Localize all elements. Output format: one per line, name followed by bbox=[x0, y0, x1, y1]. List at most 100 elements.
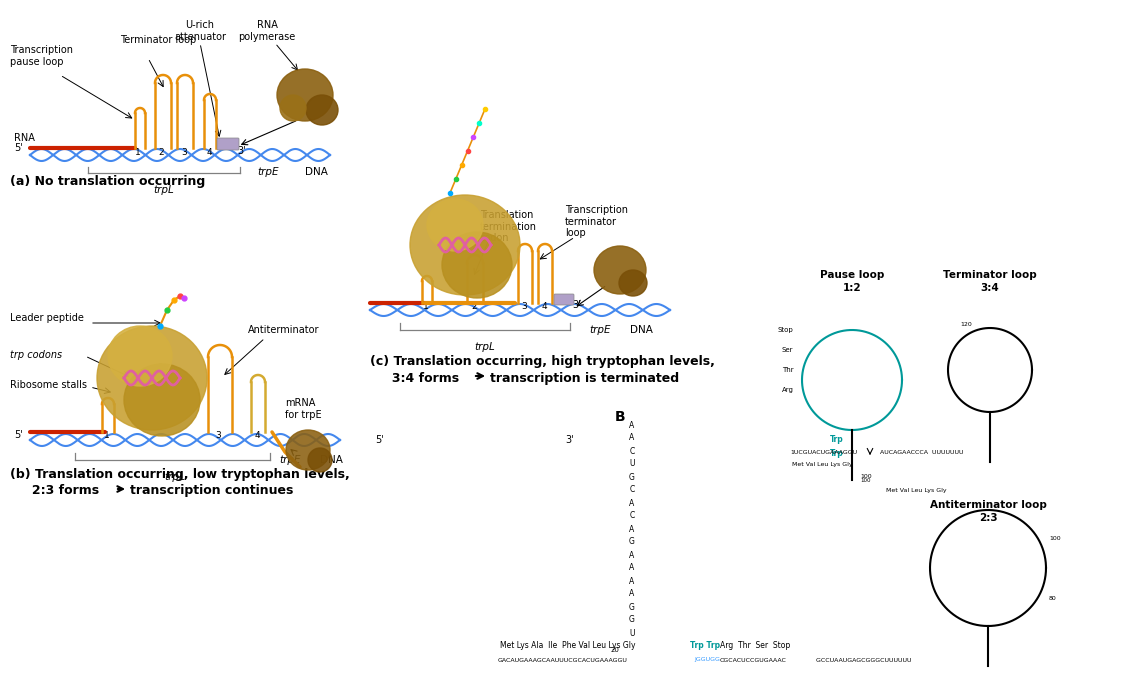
Text: DNA: DNA bbox=[320, 455, 343, 465]
Text: 3:4: 3:4 bbox=[980, 283, 1000, 293]
Text: Thr: Thr bbox=[782, 367, 793, 373]
Ellipse shape bbox=[442, 232, 512, 298]
Text: 80: 80 bbox=[1049, 595, 1057, 601]
Text: Terminator loop: Terminator loop bbox=[120, 35, 196, 45]
Text: U: U bbox=[629, 460, 635, 469]
Text: 1UCGUACUGAAAGGU: 1UCGUACUGAAAGGU bbox=[790, 450, 857, 455]
Ellipse shape bbox=[306, 95, 337, 125]
Text: Arg  Thr  Ser  Stop: Arg Thr Ser Stop bbox=[720, 641, 790, 650]
Text: A: A bbox=[629, 420, 635, 430]
Text: 2: 2 bbox=[471, 302, 477, 311]
Text: DNA: DNA bbox=[630, 325, 653, 335]
Text: Antiterminator: Antiterminator bbox=[249, 325, 319, 335]
Text: DNA: DNA bbox=[306, 167, 328, 177]
Text: Pause loop: Pause loop bbox=[820, 270, 885, 280]
Text: A: A bbox=[629, 590, 635, 599]
Text: Terminator loop: Terminator loop bbox=[943, 270, 1037, 280]
Text: trpE: trpE bbox=[589, 325, 611, 335]
Ellipse shape bbox=[428, 199, 483, 251]
Ellipse shape bbox=[410, 195, 520, 295]
Text: 1: 1 bbox=[423, 302, 429, 311]
Text: Met Val Leu Lys Gly: Met Val Leu Lys Gly bbox=[792, 462, 853, 467]
Text: Met Lys Ala  Ile  Phe Val Leu Lys Gly: Met Lys Ala Ile Phe Val Leu Lys Gly bbox=[500, 641, 635, 650]
Text: 2:3: 2:3 bbox=[978, 513, 998, 523]
Text: 4: 4 bbox=[254, 431, 260, 440]
Text: 3:4 forms: 3:4 forms bbox=[370, 372, 459, 385]
Text: trpE: trpE bbox=[258, 167, 279, 177]
Text: Met Val Leu Lys Gly: Met Val Leu Lys Gly bbox=[886, 488, 946, 493]
Text: 4: 4 bbox=[542, 302, 547, 311]
Text: RNA: RNA bbox=[14, 133, 35, 143]
Text: trpL: trpL bbox=[154, 185, 174, 195]
Text: CGCACUCCGUGAAAC: CGCACUCCGUGAAAC bbox=[720, 657, 787, 663]
Text: A: A bbox=[629, 577, 635, 586]
Text: 120: 120 bbox=[960, 323, 971, 328]
Text: 20: 20 bbox=[611, 647, 619, 653]
Text: A: A bbox=[629, 524, 635, 533]
Text: C: C bbox=[629, 486, 635, 494]
Ellipse shape bbox=[619, 270, 648, 296]
Text: 100: 100 bbox=[860, 478, 871, 483]
Text: trpL: trpL bbox=[164, 472, 186, 482]
Text: 100: 100 bbox=[860, 474, 872, 479]
Ellipse shape bbox=[594, 246, 646, 294]
Ellipse shape bbox=[280, 95, 306, 121]
Text: Leader peptide: Leader peptide bbox=[10, 313, 84, 323]
Text: G: G bbox=[629, 603, 635, 612]
Text: mRNA
for trpE: mRNA for trpE bbox=[285, 398, 321, 419]
Text: 2: 2 bbox=[158, 148, 164, 157]
Text: Antiterminator loop: Antiterminator loop bbox=[929, 500, 1047, 510]
Text: transcription is terminated: transcription is terminated bbox=[490, 372, 679, 385]
Text: (c) Translation occurring, high tryptophan levels,: (c) Translation occurring, high tryptoph… bbox=[370, 355, 715, 368]
Text: (a) No translation occurring: (a) No translation occurring bbox=[10, 175, 205, 188]
Text: Trp: Trp bbox=[830, 449, 844, 458]
Text: 3: 3 bbox=[521, 302, 527, 311]
Text: G: G bbox=[629, 616, 635, 624]
Text: 3: 3 bbox=[181, 148, 187, 157]
Text: U: U bbox=[629, 629, 635, 637]
Text: Trp: Trp bbox=[830, 436, 844, 445]
Text: Stop: Stop bbox=[777, 327, 792, 333]
Text: JGGUGG: JGGUGG bbox=[694, 657, 719, 663]
Text: Ribosome stalls: Ribosome stalls bbox=[10, 380, 87, 390]
Text: 3': 3' bbox=[237, 146, 245, 156]
Text: 3: 3 bbox=[215, 431, 221, 440]
Text: 5': 5' bbox=[14, 430, 23, 440]
Text: Arg: Arg bbox=[782, 387, 793, 393]
Text: G: G bbox=[629, 537, 635, 546]
FancyBboxPatch shape bbox=[217, 138, 239, 150]
Text: Ser: Ser bbox=[782, 347, 793, 353]
Text: GACAUGAAAGCAAUUUCGCACUGAAAGGU: GACAUGAAAGCAAUUUCGCACUGAAAGGU bbox=[498, 657, 628, 663]
Text: C: C bbox=[629, 511, 635, 520]
Text: 1:2: 1:2 bbox=[842, 283, 862, 293]
Ellipse shape bbox=[97, 326, 207, 430]
Text: 1: 1 bbox=[136, 148, 141, 157]
Text: (b) Translation occurring, low tryptophan levels,: (b) Translation occurring, low tryptopha… bbox=[10, 468, 350, 481]
Text: 2:3 forms: 2:3 forms bbox=[10, 484, 99, 497]
Text: A: A bbox=[629, 434, 635, 443]
Ellipse shape bbox=[124, 364, 200, 436]
Text: RNA
polymerase: RNA polymerase bbox=[238, 20, 295, 42]
Text: G: G bbox=[629, 473, 635, 481]
Text: A: A bbox=[629, 563, 635, 573]
Text: A: A bbox=[629, 498, 635, 507]
Text: Transcription
terminator
loop: Transcription terminator loop bbox=[565, 205, 628, 238]
Text: GCCUAAUGAGCGGGCUUUUUU: GCCUAAUGAGCGGGCUUUUUU bbox=[812, 657, 912, 663]
Text: 5': 5' bbox=[14, 143, 23, 153]
Text: 100: 100 bbox=[1049, 535, 1060, 541]
Ellipse shape bbox=[277, 69, 333, 121]
Text: transcription continues: transcription continues bbox=[130, 484, 293, 497]
Text: AUCAGAACCCA  UUUUUUU: AUCAGAACCCA UUUUUUU bbox=[880, 450, 963, 455]
Text: 2: 2 bbox=[157, 362, 163, 372]
Text: 3': 3' bbox=[565, 435, 573, 445]
Ellipse shape bbox=[286, 430, 329, 470]
Text: trp codons: trp codons bbox=[10, 350, 62, 360]
Ellipse shape bbox=[108, 326, 172, 386]
Text: Transcription
pause loop: Transcription pause loop bbox=[10, 45, 73, 67]
Text: B: B bbox=[614, 410, 626, 424]
Text: Translation
termination
codon: Translation termination codon bbox=[480, 210, 537, 243]
Text: 4: 4 bbox=[206, 148, 212, 157]
Text: trpE: trpE bbox=[279, 455, 301, 465]
Text: trpL: trpL bbox=[474, 342, 496, 352]
Text: 3': 3' bbox=[572, 300, 580, 310]
